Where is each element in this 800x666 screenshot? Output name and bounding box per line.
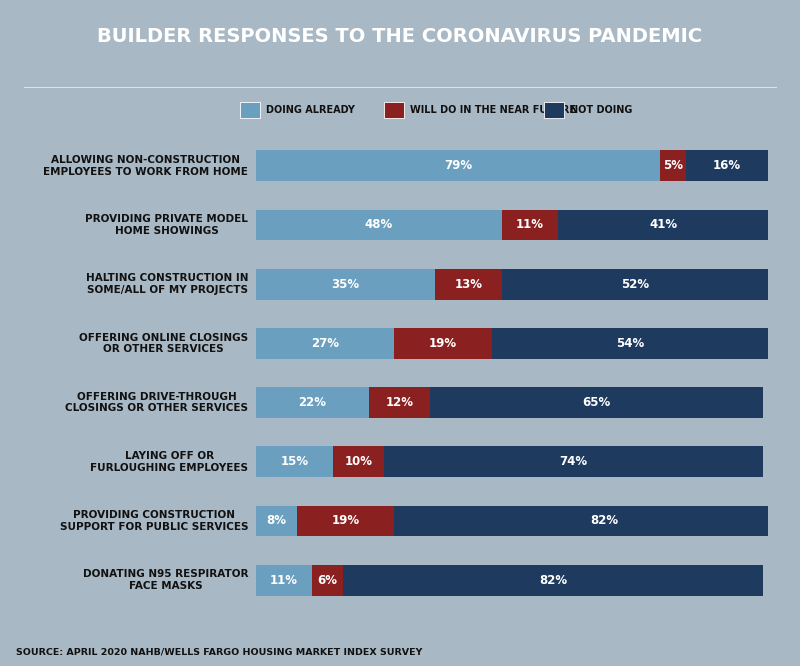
Text: 15%: 15% bbox=[280, 456, 309, 468]
Bar bbox=[256, 269, 435, 300]
Text: 12%: 12% bbox=[386, 396, 414, 409]
Text: 82%: 82% bbox=[590, 514, 618, 527]
Text: 16%: 16% bbox=[713, 159, 741, 172]
Bar bbox=[333, 446, 384, 477]
Text: SOURCE: APRIL 2020 NAHB/WELLS FARGO HOUSING MARKET INDEX SURVEY: SOURCE: APRIL 2020 NAHB/WELLS FARGO HOUS… bbox=[16, 647, 422, 656]
Text: 54%: 54% bbox=[616, 337, 644, 350]
Bar bbox=[343, 565, 763, 595]
Text: 35%: 35% bbox=[331, 278, 360, 290]
Bar bbox=[686, 151, 768, 181]
Text: OFFERING DRIVE-THROUGH
CLOSINGS OR OTHER SERVICES: OFFERING DRIVE-THROUGH CLOSINGS OR OTHER… bbox=[66, 392, 248, 414]
Bar bbox=[297, 505, 394, 536]
Text: OFFERING ONLINE CLOSINGS
OR OTHER SERVICES: OFFERING ONLINE CLOSINGS OR OTHER SERVIC… bbox=[79, 332, 248, 354]
Text: 19%: 19% bbox=[331, 514, 360, 527]
Text: 41%: 41% bbox=[649, 218, 677, 232]
Text: 8%: 8% bbox=[266, 514, 286, 527]
Bar bbox=[240, 102, 260, 119]
Bar bbox=[256, 446, 333, 477]
Text: NOT DOING: NOT DOING bbox=[570, 105, 633, 115]
Text: 11%: 11% bbox=[270, 573, 298, 587]
Bar bbox=[435, 269, 502, 300]
Text: 27%: 27% bbox=[311, 337, 339, 350]
Text: DOING ALREADY: DOING ALREADY bbox=[266, 105, 355, 115]
Text: LAYING OFF OR
FURLOUGHING EMPLOYEES: LAYING OFF OR FURLOUGHING EMPLOYEES bbox=[90, 451, 248, 473]
Bar bbox=[384, 102, 404, 119]
Text: 10%: 10% bbox=[344, 456, 372, 468]
Bar bbox=[256, 565, 312, 595]
Bar bbox=[312, 565, 343, 595]
Text: 82%: 82% bbox=[539, 573, 567, 587]
Bar bbox=[394, 505, 800, 536]
Text: HALTING CONSTRUCTION IN
SOME/ALL OF MY PROJECTS: HALTING CONSTRUCTION IN SOME/ALL OF MY P… bbox=[86, 273, 248, 295]
Bar bbox=[491, 328, 768, 359]
Bar bbox=[256, 387, 369, 418]
Bar bbox=[256, 210, 502, 240]
Text: ALLOWING NON-CONSTRUCTION
EMPLOYEES TO WORK FROM HOME: ALLOWING NON-CONSTRUCTION EMPLOYEES TO W… bbox=[43, 155, 248, 176]
Text: 19%: 19% bbox=[429, 337, 457, 350]
Text: 65%: 65% bbox=[582, 396, 610, 409]
Text: 5%: 5% bbox=[663, 159, 683, 172]
Bar bbox=[256, 328, 394, 359]
Text: 6%: 6% bbox=[318, 573, 338, 587]
Text: 52%: 52% bbox=[621, 278, 649, 290]
Bar bbox=[384, 446, 763, 477]
Bar bbox=[661, 151, 686, 181]
Bar bbox=[394, 328, 491, 359]
Bar bbox=[558, 210, 768, 240]
Text: 48%: 48% bbox=[365, 218, 393, 232]
Bar bbox=[256, 151, 661, 181]
Text: 13%: 13% bbox=[454, 278, 482, 290]
Text: 74%: 74% bbox=[559, 456, 587, 468]
Text: PROVIDING CONSTRUCTION
SUPPORT FOR PUBLIC SERVICES: PROVIDING CONSTRUCTION SUPPORT FOR PUBLI… bbox=[60, 510, 248, 531]
Text: WILL DO IN THE NEAR FUTURE: WILL DO IN THE NEAR FUTURE bbox=[410, 105, 577, 115]
Bar bbox=[544, 102, 564, 119]
Bar bbox=[502, 210, 558, 240]
Bar bbox=[369, 387, 430, 418]
Text: 11%: 11% bbox=[516, 218, 544, 232]
Bar bbox=[502, 269, 768, 300]
Text: DONATING N95 RESPIRATOR
FACE MASKS: DONATING N95 RESPIRATOR FACE MASKS bbox=[83, 569, 248, 591]
Text: BUILDER RESPONSES TO THE CORONAVIRUS PANDEMIC: BUILDER RESPONSES TO THE CORONAVIRUS PAN… bbox=[98, 27, 702, 46]
Bar bbox=[430, 387, 763, 418]
Text: PROVIDING PRIVATE MODEL
HOME SHOWINGS: PROVIDING PRIVATE MODEL HOME SHOWINGS bbox=[86, 214, 248, 236]
Text: 79%: 79% bbox=[444, 159, 472, 172]
Text: 22%: 22% bbox=[298, 396, 326, 409]
Bar bbox=[256, 505, 297, 536]
